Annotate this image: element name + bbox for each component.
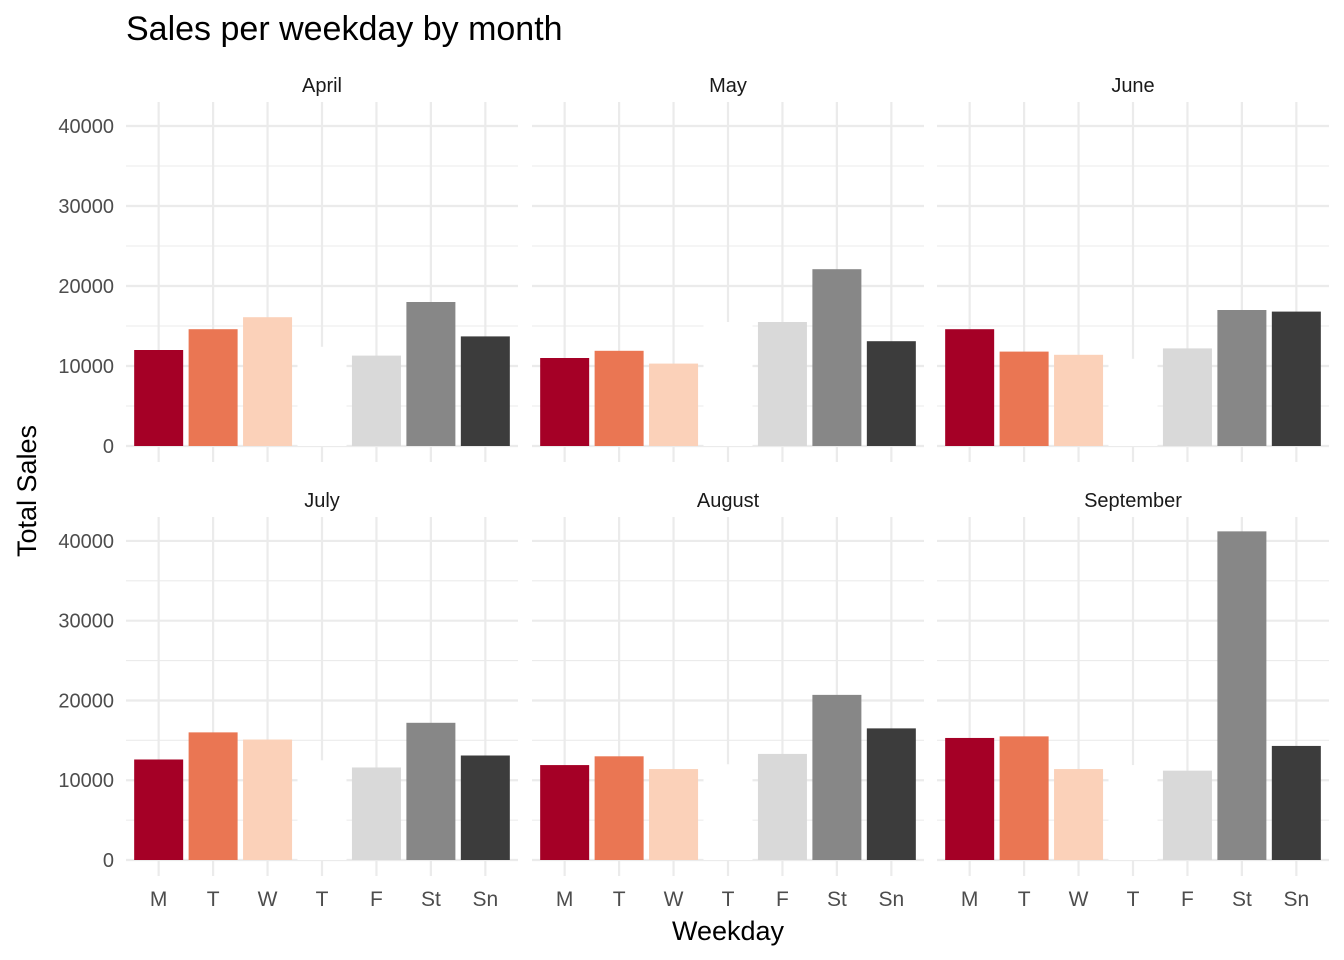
bar-june-t-3 <box>1108 358 1158 446</box>
x-tick-label: Sn <box>1283 888 1309 911</box>
x-tick-label: T <box>1127 888 1140 911</box>
bar-september-t-3 <box>1108 765 1158 860</box>
bar-april-w-2 <box>243 317 293 446</box>
x-tick-label: W <box>258 888 278 911</box>
bar-july-t-1 <box>188 732 238 860</box>
bar-april-t-3 <box>297 346 347 446</box>
bar-june-t-1 <box>999 351 1049 446</box>
facet-panel-august: August M T W T F St Sn <box>532 490 924 911</box>
bar-july-sn-6 <box>460 755 510 860</box>
facet-label: June <box>1111 75 1154 97</box>
x-tick-label: T <box>613 888 626 911</box>
x-tick-label: T <box>1018 888 1031 911</box>
x-tick-label: F <box>776 888 789 911</box>
bar-june-m-0 <box>945 329 995 446</box>
facet-panel-september: September M T W T F St Sn <box>937 490 1329 911</box>
bar-may-m-0 <box>540 358 590 446</box>
x-axis-title: Weekday <box>672 916 785 946</box>
bar-april-f-4 <box>351 355 401 446</box>
x-tick-label: St <box>1232 888 1252 911</box>
bar-august-f-4 <box>757 753 807 860</box>
facet-label: May <box>709 75 747 97</box>
x-tick-label: F <box>370 888 383 911</box>
facet-panel-may: May <box>532 75 924 462</box>
bar-may-sn-6 <box>866 341 916 446</box>
bar-june-w-2 <box>1054 354 1104 446</box>
x-tick-label: St <box>421 888 441 911</box>
y-tick-label: 40000 <box>58 116 114 138</box>
bar-july-m-0 <box>134 759 184 860</box>
bar-august-t-1 <box>594 756 644 860</box>
bar-april-t-1 <box>188 329 238 446</box>
bar-august-m-0 <box>540 765 590 860</box>
facet-label: September <box>1084 490 1182 512</box>
bar-july-f-4 <box>351 767 401 860</box>
bar-august-w-2 <box>649 769 699 860</box>
bar-september-m-0 <box>945 737 995 860</box>
facet-label: July <box>304 490 340 512</box>
facet-panels: April 0 10000 20000 30000 40000 May June July 0 10… <box>58 75 1329 911</box>
x-tick-label: M <box>556 888 574 911</box>
y-tick-label: 30000 <box>58 611 114 633</box>
bar-may-t-3 <box>703 322 753 446</box>
x-tick-label: T <box>722 888 735 911</box>
facet-panel-april: April 0 10000 20000 30000 40000 <box>58 75 518 462</box>
facet-label: April <box>302 75 342 97</box>
x-tick-label: W <box>1069 888 1089 911</box>
x-tick-label: Sn <box>878 888 904 911</box>
bar-august-st-5 <box>812 694 862 860</box>
facet-panel-july: July 0 10000 20000 30000 40000 M T W T F St Sn <box>58 490 518 911</box>
bar-april-st-5 <box>406 302 456 446</box>
y-tick-label: 30000 <box>58 196 114 218</box>
x-tick-label: W <box>664 888 684 911</box>
bar-june-st-5 <box>1217 310 1267 446</box>
bar-july-t-3 <box>297 760 347 860</box>
y-tick-label: 0 <box>103 850 114 872</box>
x-tick-label: M <box>961 888 979 911</box>
bar-july-st-5 <box>406 722 456 860</box>
x-tick-label: T <box>207 888 220 911</box>
bar-may-w-2 <box>649 363 699 446</box>
bar-may-st-5 <box>812 269 862 446</box>
chart-title: Sales per weekday by month <box>126 10 563 48</box>
bar-september-f-4 <box>1162 770 1212 860</box>
bar-april-sn-6 <box>460 336 510 446</box>
x-tick-label: Sn <box>472 888 498 911</box>
bar-july-w-2 <box>243 739 293 860</box>
y-tick-label: 10000 <box>58 356 114 378</box>
y-tick-label: 40000 <box>58 531 114 553</box>
bar-september-t-1 <box>999 736 1049 860</box>
facet-panel-june: June <box>937 75 1329 462</box>
bar-september-sn-6 <box>1271 745 1321 860</box>
bar-june-f-4 <box>1162 348 1212 446</box>
bar-august-sn-6 <box>866 728 916 860</box>
bar-september-w-2 <box>1054 769 1104 860</box>
x-tick-label: St <box>827 888 847 911</box>
bar-august-t-3 <box>703 764 753 860</box>
bar-april-m-0 <box>134 350 184 446</box>
bar-june-sn-6 <box>1271 311 1321 446</box>
bar-may-t-1 <box>594 350 644 446</box>
y-tick-label: 20000 <box>58 690 114 712</box>
x-tick-label: M <box>150 888 168 911</box>
facet-label: August <box>697 490 760 512</box>
y-axis-title: Total Sales <box>12 425 42 557</box>
y-tick-label: 20000 <box>58 276 114 298</box>
x-tick-label: F <box>1181 888 1194 911</box>
x-tick-label: T <box>316 888 329 911</box>
bar-september-st-5 <box>1217 531 1267 860</box>
bar-may-f-4 <box>757 322 807 446</box>
y-tick-label: 0 <box>103 436 114 458</box>
y-tick-label: 10000 <box>58 770 114 792</box>
